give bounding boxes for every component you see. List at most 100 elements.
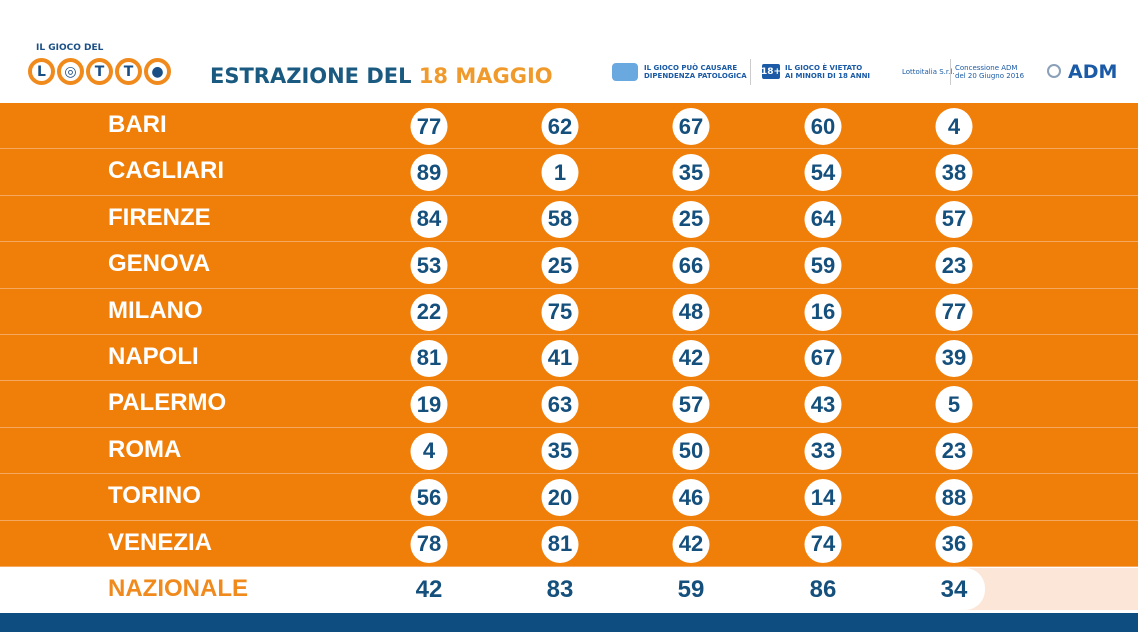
- number-ball: 81: [410, 339, 448, 377]
- number-ball: 4: [410, 432, 448, 470]
- operator: Lottoitalia S.r.l.: [902, 68, 955, 76]
- emblem-icon: [1047, 64, 1061, 78]
- concession: Concessione ADM del 20 Giugno 2016: [955, 64, 1025, 80]
- number-ball: 89: [410, 154, 448, 192]
- nazionale-background: [0, 568, 985, 610]
- number-ball: 53: [410, 247, 448, 285]
- footer-bar: [0, 613, 1138, 632]
- divider: [750, 59, 751, 85]
- number-ball: 58: [541, 200, 579, 238]
- number: 83: [546, 576, 574, 603]
- city-name: NAZIONALE: [108, 575, 248, 602]
- table-row: FIRENZE 84 58 25 64 57: [0, 195, 1138, 243]
- number-ball: 25: [541, 247, 579, 285]
- city-name: MILANO: [108, 296, 203, 324]
- number-ball: 35: [672, 154, 710, 192]
- table-row: CAGLIARI 89 1 35 54 38: [0, 149, 1138, 196]
- number: 86: [809, 576, 837, 603]
- number-ball: 35: [541, 432, 579, 470]
- table-row: NAPOLI 81 41 42 67 39: [0, 334, 1138, 382]
- number-ball: 50: [672, 432, 710, 470]
- number-ball: 39: [935, 339, 973, 377]
- number-ball: 77: [410, 108, 448, 145]
- table-row: MILANO 22 75 48 16 77: [0, 288, 1138, 335]
- title-date: 18 MAGGIO: [418, 64, 553, 88]
- number-ball: 75: [541, 293, 579, 331]
- number: 34: [940, 576, 968, 603]
- page-title: ESTRAZIONE DEL 18 MAGGIO: [210, 64, 553, 88]
- city-name: CAGLIARI: [108, 157, 224, 185]
- logo-tagline: IL GIOCO DEL: [36, 43, 104, 53]
- number-ball: 84: [410, 200, 448, 238]
- number-ball: 16: [804, 293, 842, 331]
- number-ball: 14: [804, 479, 842, 517]
- number-ball: 1: [541, 154, 579, 192]
- nazionale-row: NAZIONALE 42 83 59 86 34: [0, 568, 1138, 610]
- title-prefix: ESTRAZIONE DEL: [210, 64, 412, 88]
- number-ball: 54: [804, 154, 842, 192]
- warning-minors: IL GIOCO È VIETATO AI MINORI DI 18 ANNI: [785, 64, 871, 80]
- adm-logo: ADM: [1068, 61, 1118, 83]
- table-row: ROMA 4 35 50 33 23: [0, 427, 1138, 475]
- number-ball: 57: [935, 200, 973, 238]
- number-ball: 48: [672, 293, 710, 331]
- table-row: BARI 77 62 67 60 4: [0, 103, 1138, 150]
- number-ball: 60: [804, 108, 842, 145]
- number-ball: 77: [935, 293, 973, 331]
- header: IL GIOCO DEL L ◎ T T ● ESTRAZIONE DEL 18…: [0, 0, 1138, 102]
- table-row: PALERMO 19 63 57 43 5: [0, 381, 1138, 428]
- number-ball: 64: [804, 200, 842, 238]
- number-ball: 43: [804, 386, 842, 424]
- results-table: BARI 77 62 67 60 4 CAGLIARI 89 1 35 54 38 FIRENZE 84 5…: [0, 103, 1138, 567]
- number-ball: 42: [672, 339, 710, 377]
- table-row: TORINO 56 20 46 14 88: [0, 474, 1138, 521]
- number-ball: 66: [672, 247, 710, 285]
- age-18-badge: 18+: [761, 64, 781, 79]
- city-name: BARI: [108, 111, 167, 138]
- number-ball: 23: [935, 247, 973, 285]
- number-ball: 25: [672, 200, 710, 238]
- number-ball: 67: [672, 108, 710, 145]
- number-ball: 38: [935, 154, 973, 192]
- logo-ball: ●: [144, 58, 171, 85]
- logo-ball: ◎: [57, 58, 84, 85]
- number-ball: 22: [410, 293, 448, 331]
- logo-ball: L: [28, 58, 55, 85]
- number: 42: [415, 576, 443, 603]
- gioco-responsabile-icon: [612, 63, 638, 81]
- city-name: PALERMO: [108, 389, 227, 417]
- number-ball: 19: [410, 386, 448, 424]
- number-ball: 57: [672, 386, 710, 424]
- number-ball: 59: [804, 247, 842, 285]
- number-ball: 5: [935, 386, 973, 424]
- number-ball: 74: [804, 525, 842, 563]
- table-row: VENEZIA 78 81 42 74 36: [0, 520, 1138, 567]
- logo-ball: T: [86, 58, 113, 85]
- table-row: GENOVA 53 25 66 59 23: [0, 242, 1138, 289]
- number: 59: [677, 576, 705, 603]
- number-ball: 63: [541, 386, 579, 424]
- city-name: GENOVA: [108, 250, 211, 278]
- number-ball: 23: [935, 432, 973, 470]
- number-ball: 46: [672, 479, 710, 517]
- number-ball: 81: [541, 525, 579, 563]
- number-ball: 4: [935, 108, 973, 145]
- number-ball: 56: [410, 479, 448, 517]
- lotto-logo: L ◎ T T ●: [28, 58, 171, 85]
- city-name: TORINO: [108, 482, 201, 510]
- number-ball: 62: [541, 108, 579, 145]
- city-name: ROMA: [108, 435, 182, 463]
- city-name: NAPOLI: [108, 342, 199, 370]
- logo-ball: T: [115, 58, 142, 85]
- divider: [950, 59, 951, 85]
- number-ball: 42: [672, 525, 710, 563]
- city-name: FIRENZE: [108, 203, 211, 231]
- number-ball: 33: [804, 432, 842, 470]
- number-ball: 78: [410, 525, 448, 563]
- number-ball: 41: [541, 339, 579, 377]
- number-ball: 88: [935, 479, 973, 517]
- warning-dependency: IL GIOCO PUÒ CAUSARE DIPENDENZA PATOLOGIC…: [644, 64, 747, 80]
- number-ball: 36: [935, 525, 973, 563]
- city-name: VENEZIA: [108, 528, 213, 556]
- number-ball: 20: [541, 479, 579, 517]
